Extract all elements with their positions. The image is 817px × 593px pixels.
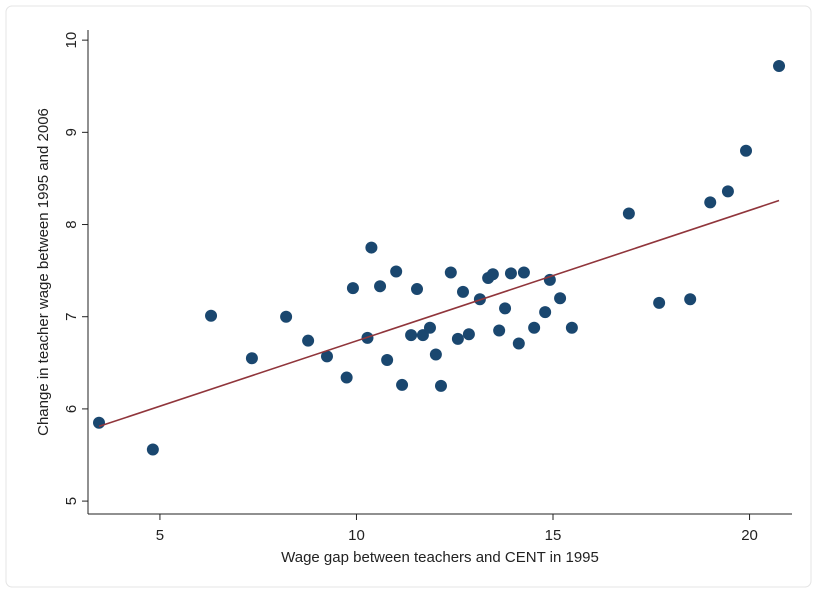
point	[429, 348, 442, 361]
point	[486, 268, 499, 281]
point	[93, 416, 106, 429]
point	[565, 321, 578, 334]
point	[462, 328, 475, 341]
point	[434, 379, 447, 392]
point	[411, 283, 424, 296]
point	[396, 378, 409, 391]
y-tick-label: 5	[63, 497, 80, 505]
point	[346, 282, 359, 295]
y-tick-label: 8	[63, 220, 80, 228]
point	[390, 265, 403, 278]
point	[444, 266, 457, 279]
point	[280, 310, 293, 323]
point	[405, 329, 418, 342]
y-tick-label: 9	[63, 128, 80, 136]
point	[653, 296, 666, 309]
point	[499, 302, 512, 315]
point	[456, 285, 469, 298]
point	[554, 292, 567, 305]
point	[528, 321, 541, 334]
point	[704, 196, 717, 209]
x-tick-label: 15	[545, 527, 562, 544]
point	[539, 306, 552, 319]
point	[365, 241, 378, 254]
point	[245, 352, 258, 365]
point	[374, 280, 387, 293]
point	[721, 185, 734, 198]
x-axis-label: Wage gap between teachers and CENT in 19…	[281, 549, 599, 566]
x-tick-label: 10	[348, 527, 365, 544]
point	[302, 334, 315, 347]
x-tick-label: 5	[156, 527, 164, 544]
point	[504, 267, 517, 280]
x-tick-label: 20	[741, 527, 758, 544]
y-tick-label: 10	[63, 32, 80, 49]
point	[740, 144, 753, 157]
point	[622, 207, 635, 220]
point	[517, 266, 530, 279]
y-axis-label: Change in teacher wage between 1995 and …	[35, 108, 52, 436]
point	[451, 332, 464, 345]
y-tick-label: 6	[63, 405, 80, 413]
fit-line	[98, 199, 780, 428]
point	[512, 337, 525, 350]
frame	[5, 5, 812, 588]
point	[205, 309, 218, 322]
point	[773, 59, 786, 72]
point	[146, 443, 159, 456]
point	[381, 354, 394, 367]
y-tick-label: 7	[63, 313, 80, 321]
point	[493, 324, 506, 337]
point	[684, 293, 697, 306]
point	[423, 321, 436, 334]
point	[320, 350, 333, 363]
point	[340, 371, 353, 384]
